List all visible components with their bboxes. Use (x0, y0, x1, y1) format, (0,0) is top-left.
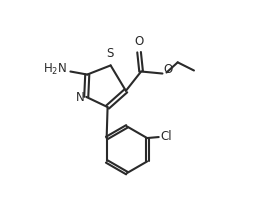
Text: N: N (76, 91, 85, 104)
Text: Cl: Cl (160, 130, 172, 143)
Text: O: O (135, 35, 144, 48)
Text: O: O (163, 63, 173, 76)
Text: H$_2$N: H$_2$N (43, 62, 68, 77)
Text: S: S (106, 47, 113, 60)
